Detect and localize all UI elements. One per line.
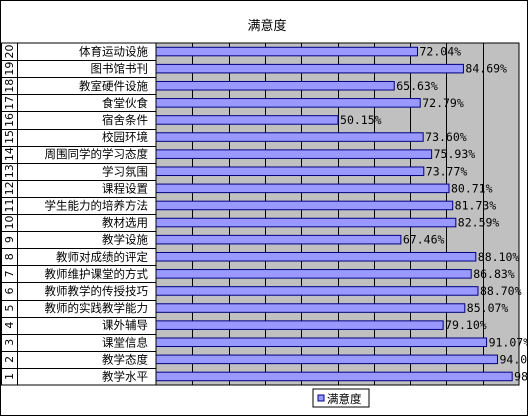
legend-swatch [317,394,325,402]
category-label: 校园环境 [102,130,148,144]
bar [155,80,395,91]
category-label: 学生能力的培养方法 [45,198,149,212]
category-number: 13 [3,164,16,178]
category-labels: 1 教学水平 2 教学态度 3 课堂信息 4 课外辅导 5 教师的实践教学能力 6 教师教学的传授技巧… [1,42,157,386]
bar [155,286,479,296]
data-label: 67.46% [403,233,445,247]
data-label: 94.08% [500,352,527,366]
bar [155,200,454,211]
category-label: 教学态度 [102,352,148,366]
data-label: 65.63% [396,79,438,93]
bar [155,46,419,57]
bar [155,149,433,159]
bar [155,269,472,279]
bar [155,337,488,348]
category-label: 图书馆书刊 [91,62,149,76]
category-label: 课程设置 [102,181,148,195]
bar [155,132,424,142]
legend: 满意度 [312,388,370,408]
category-number: 20 [3,45,16,59]
category-label: 学习氛围 [102,164,148,178]
category-number: 4 [3,322,16,329]
category-number: 10 [3,216,16,230]
data-label: 88.10% [478,250,520,264]
data-label: 50.15% [340,113,382,127]
chart-title: 满意度 [247,18,286,34]
category-label: 周围同学的学习态度 [45,147,149,161]
category-label: 课外辅导 [102,318,148,332]
data-label: 75.93% [434,147,476,161]
category-label: 宿舍条件 [102,113,148,127]
bar [155,115,339,125]
data-label: 84.69% [465,62,507,76]
data-label: 85.07% [467,301,509,315]
plot-background [155,42,520,386]
data-label: 73.60% [425,130,467,144]
bar [155,303,466,313]
category-label: 食堂伙食 [102,96,148,110]
data-label: 82.59% [458,216,500,230]
category-label: 教师的实践教学能力 [45,301,149,315]
data-label: 72.79% [422,96,464,110]
category-number: 8 [3,253,16,260]
legend-label: 满意度 [327,392,362,406]
category-label: 教学水平 [102,369,148,383]
category-label: 教室硬件设施 [79,79,148,93]
category-label: 教学设施 [102,233,148,247]
category-number: 7 [3,270,16,277]
data-label: 80.71% [451,181,493,195]
category-number: 1 [3,373,16,380]
category-number: 12 [3,181,16,195]
legend-box [312,388,370,408]
category-number: 9 [3,236,16,243]
bar [155,251,477,262]
data-label: 72.04% [420,45,462,59]
category-label: 教师对成绩的评定 [56,250,148,264]
category-number: 6 [3,287,16,294]
data-label: 86.83% [473,267,515,281]
data-label: 91.07% [489,335,527,349]
bar [155,320,444,330]
category-number: 5 [3,305,16,312]
category-number: 17 [3,96,16,110]
bar [155,166,425,177]
bar [155,63,464,74]
plot-area: 98.12% 94.08% 91.07%79.10% 85.07% 88.70% 86.8… [155,42,527,386]
category-number: 2 [3,356,16,363]
category-number: 18 [3,79,16,93]
bar [155,183,450,194]
category-label: 体育运动设施 [79,45,148,59]
category-number: 3 [3,339,16,346]
category-number: 15 [3,130,16,144]
category-number: 19 [3,62,16,76]
category-label: 教师教学的传授技巧 [45,284,149,298]
category-number: 11 [3,198,16,212]
bar [155,354,499,365]
category-label: 教师维护课堂的方式 [45,267,149,281]
bar [155,371,513,382]
category-label: 教材选用 [102,216,148,230]
data-label: 79.10% [445,318,487,332]
bar [155,234,402,245]
category-number: 14 [3,147,16,161]
data-label: 88.70% [480,284,522,298]
category-label: 课堂信息 [102,335,148,349]
bar [155,98,421,108]
data-label: 73.77% [426,164,468,178]
data-label: 98.12% [514,369,527,383]
category-number: 16 [3,113,16,127]
bar [155,217,457,228]
data-label: 81.73% [455,198,497,212]
